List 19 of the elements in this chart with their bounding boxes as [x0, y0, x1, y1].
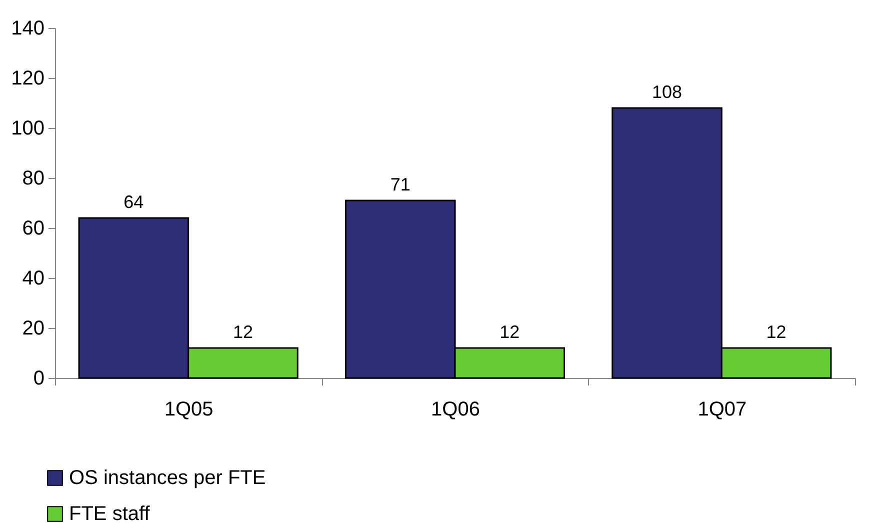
data-label: 12	[500, 322, 520, 342]
x-tick-label: 1Q06	[431, 398, 480, 420]
y-tick-label: 0	[33, 368, 44, 390]
legend-label: FTE staff	[69, 503, 150, 523]
data-label: 12	[232, 322, 253, 342]
data-label: 71	[390, 174, 410, 194]
y-tick-label: 80	[22, 168, 44, 190]
y-tick-label: 120	[11, 68, 44, 90]
y-tick-label: 140	[11, 18, 44, 40]
data-label: 108	[652, 82, 682, 102]
data-label: 64	[124, 192, 144, 212]
x-tick-label: 1Q07	[698, 398, 747, 420]
y-tick-label: 100	[11, 118, 44, 140]
y-tick-label: 40	[22, 268, 44, 290]
y-tick-label: 60	[22, 218, 44, 240]
data-label: 12	[766, 322, 786, 342]
y-tick-label: 20	[22, 318, 44, 340]
x-tick-label: 1Q05	[164, 398, 214, 420]
legend-label: OS instances per FTE	[69, 467, 266, 489]
